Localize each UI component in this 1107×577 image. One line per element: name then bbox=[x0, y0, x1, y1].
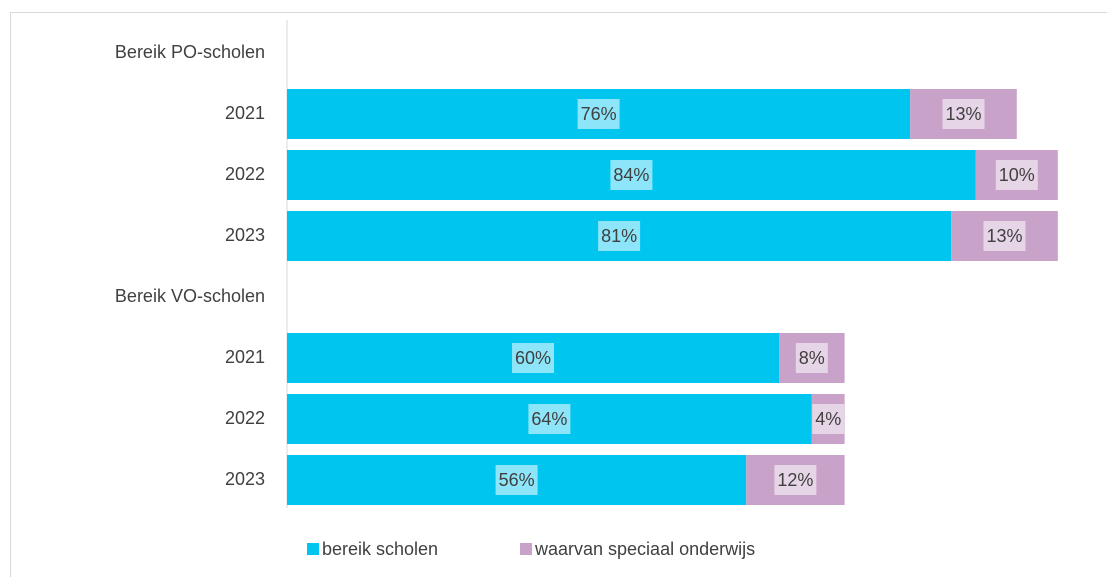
legend-swatch bbox=[520, 543, 532, 555]
y-tick-label: 2021 bbox=[225, 103, 265, 123]
legend-label: waarvan speciaal onderwijs bbox=[534, 539, 755, 559]
value-label: 10% bbox=[999, 165, 1035, 185]
y-tick-label: 2023 bbox=[225, 469, 265, 489]
value-label-box bbox=[942, 99, 985, 129]
value-label-box bbox=[512, 343, 554, 373]
y-tick-label: Bereik VO-scholen bbox=[115, 286, 265, 306]
value-label-box bbox=[598, 221, 641, 251]
value-label: 76% bbox=[581, 104, 617, 124]
value-label-box bbox=[577, 99, 620, 129]
value-label: 64% bbox=[531, 409, 567, 429]
y-tick-label: 2022 bbox=[225, 408, 265, 428]
y-tick-label: 2023 bbox=[225, 225, 265, 245]
value-label-box bbox=[983, 221, 1026, 251]
value-label: 84% bbox=[613, 165, 649, 185]
legend-label: bereik scholen bbox=[322, 539, 438, 559]
value-label-box bbox=[995, 160, 1038, 190]
value-label-box bbox=[528, 404, 571, 434]
y-tick-label: 2022 bbox=[225, 164, 265, 184]
y-tick-label: 2021 bbox=[225, 347, 265, 367]
value-label: 81% bbox=[601, 226, 637, 246]
value-label: 8% bbox=[799, 348, 825, 368]
value-label: 4% bbox=[815, 409, 841, 429]
value-label-box bbox=[812, 404, 845, 434]
value-label: 13% bbox=[945, 104, 981, 124]
legend-swatch bbox=[307, 543, 319, 555]
value-label: 12% bbox=[777, 470, 813, 490]
value-label-box bbox=[795, 343, 828, 373]
value-label: 13% bbox=[986, 226, 1022, 246]
value-label-box bbox=[774, 465, 817, 495]
y-tick-label: Bereik PO-scholen bbox=[115, 42, 265, 62]
value-label-box bbox=[495, 465, 538, 495]
value-label: 56% bbox=[499, 470, 535, 490]
value-label-box bbox=[610, 160, 653, 190]
value-label: 60% bbox=[515, 348, 551, 368]
